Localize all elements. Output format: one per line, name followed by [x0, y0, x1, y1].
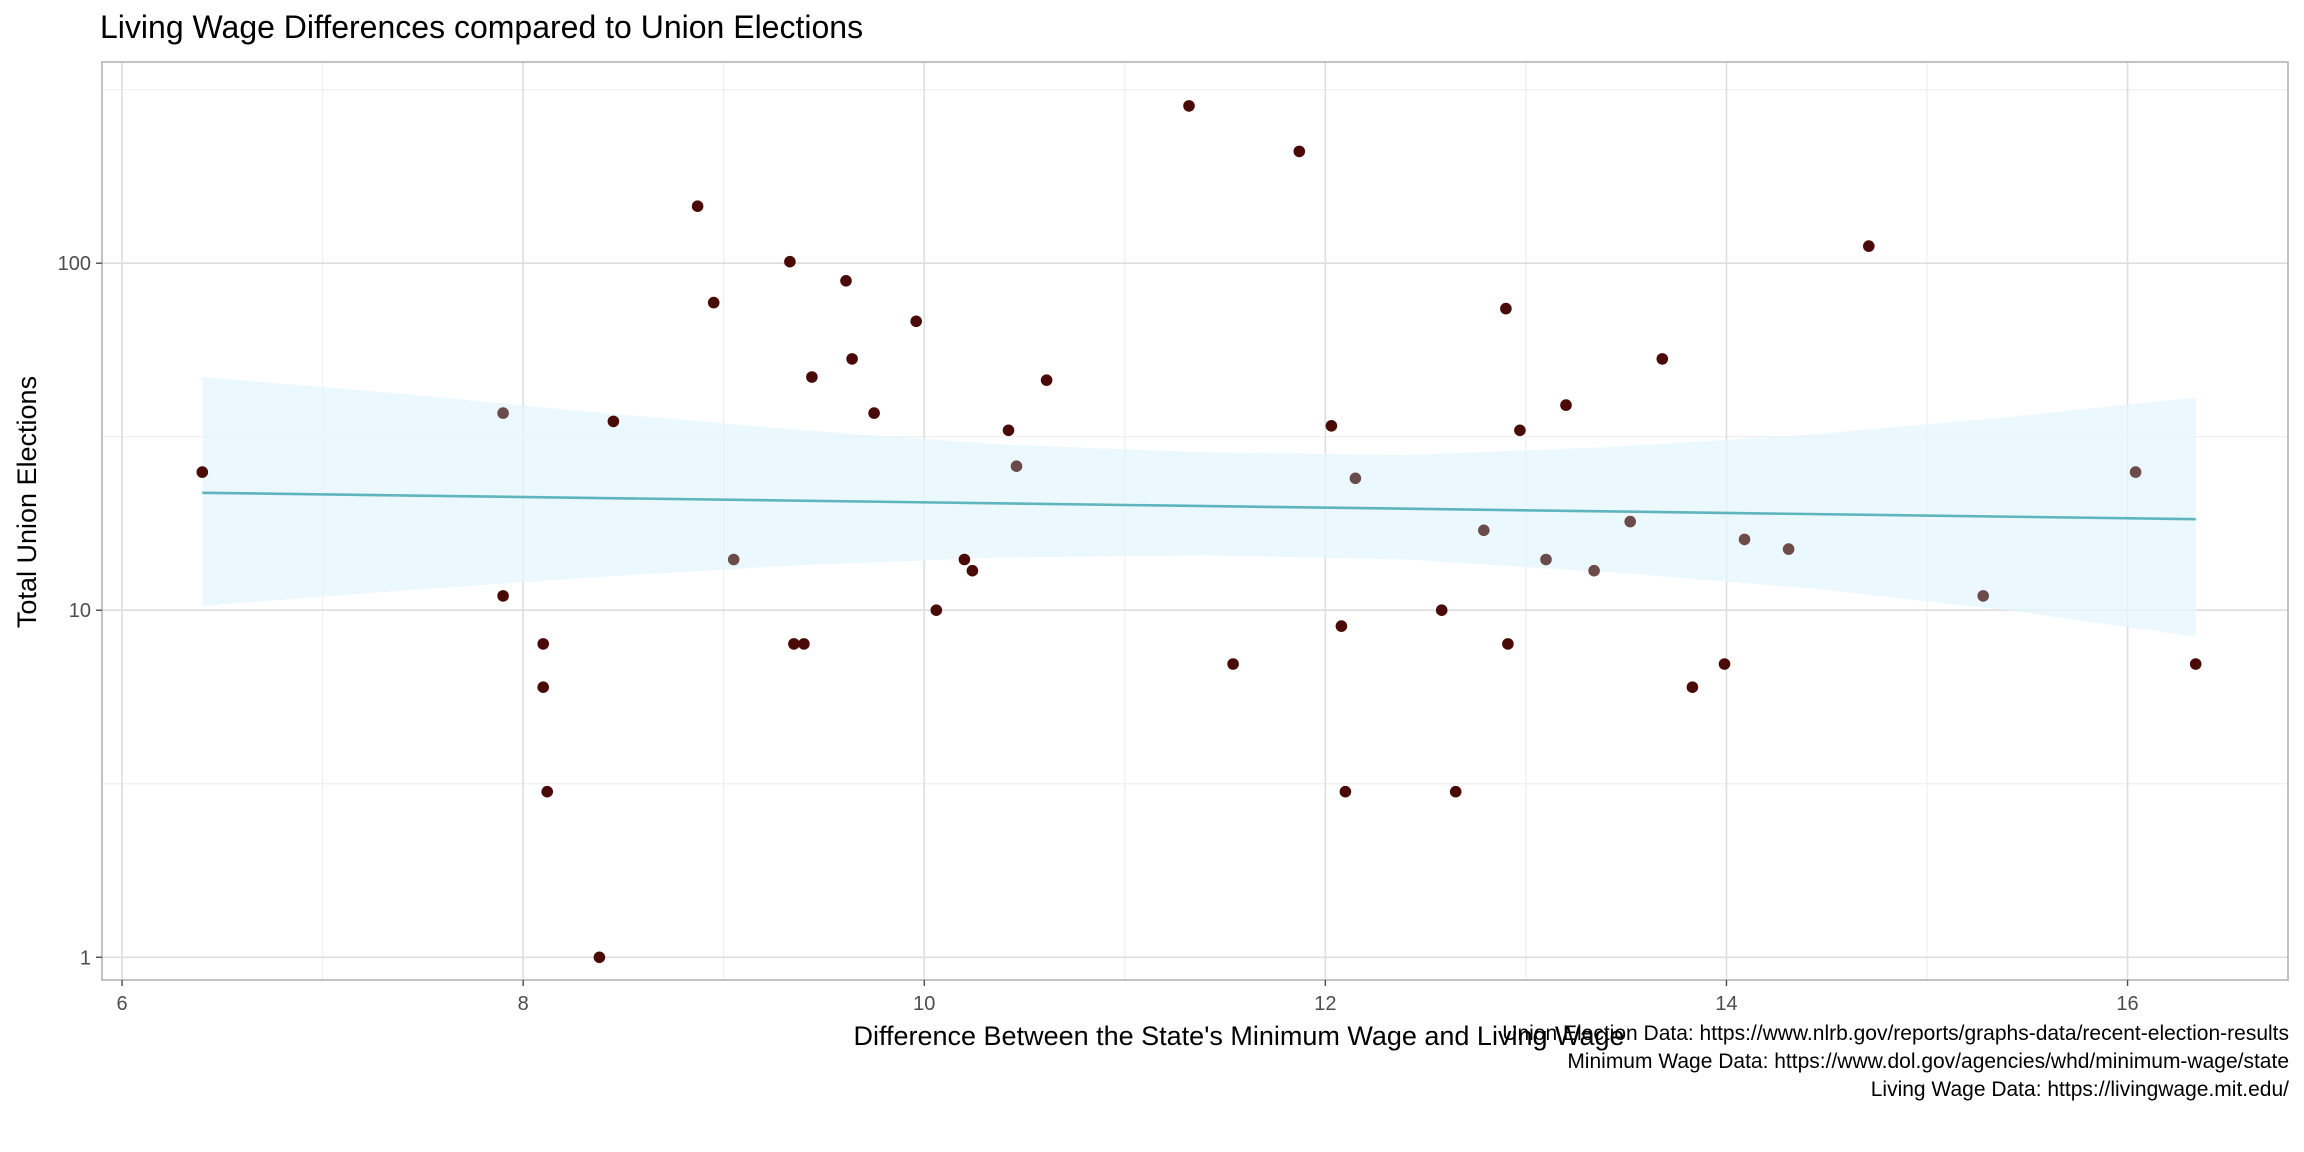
data-point-13 — [798, 638, 810, 650]
data-point-48 — [1977, 590, 1989, 602]
caption-line-2: Minimum Wage Data: https://www.dol.gov/a… — [1567, 1050, 2289, 1073]
data-point-0 — [196, 466, 209, 478]
data-point-39 — [1560, 399, 1572, 411]
data-point-8 — [691, 200, 704, 212]
x-tick-label-3: 12 — [1314, 993, 1336, 1015]
data-point-5 — [541, 785, 553, 798]
data-point-21 — [966, 564, 979, 577]
trend-line — [202, 491, 2196, 521]
data-point-28 — [1325, 420, 1338, 432]
y-tick-label-2: 100 — [58, 253, 91, 275]
data-point-30 — [1339, 785, 1352, 798]
data-point-34 — [1478, 524, 1490, 537]
data-point-36 — [1502, 638, 1514, 650]
data-point-11 — [784, 255, 796, 268]
data-point-26 — [1227, 658, 1239, 670]
data-point-37 — [1514, 424, 1526, 437]
y-tick-label-0: 1 — [80, 947, 91, 969]
y-tick-label-1: 10 — [69, 600, 91, 622]
panel-border — [101, 61, 2289, 981]
data-point-43 — [1686, 681, 1699, 693]
x-tick-label-1: 8 — [518, 993, 529, 1015]
data-point-14 — [806, 371, 818, 383]
data-point-35 — [1500, 302, 1512, 315]
data-point-44 — [1718, 658, 1731, 670]
data-point-10 — [727, 553, 740, 566]
data-point-40 — [1588, 564, 1600, 577]
x-axis-title: Difference Between the State's Minimum W… — [853, 1021, 1624, 1051]
x-tick-label-5: 16 — [2116, 993, 2138, 1015]
data-point-7 — [607, 415, 620, 428]
data-point-27 — [1293, 145, 1306, 158]
data-point-24 — [1040, 374, 1053, 387]
data-point-3 — [537, 638, 549, 650]
data-point-32 — [1435, 604, 1448, 616]
data-point-18 — [910, 315, 922, 328]
data-point-2 — [497, 590, 509, 602]
x-tick-label-4: 14 — [1715, 993, 1737, 1015]
data-point-22 — [1002, 424, 1015, 437]
x-tick-label-0: 6 — [116, 993, 127, 1015]
data-point-6 — [593, 951, 606, 964]
data-point-33 — [1449, 785, 1462, 798]
points-layer — [196, 100, 2202, 964]
data-point-31 — [1349, 472, 1362, 485]
data-point-29 — [1335, 620, 1348, 632]
data-point-25 — [1183, 100, 1195, 112]
data-point-45 — [1738, 533, 1751, 546]
data-point-19 — [930, 604, 943, 616]
data-point-50 — [2189, 658, 2202, 670]
x-tick-label-2: 10 — [913, 993, 935, 1015]
x-axis-ticks: 6 8 10 12 14 16 — [116, 980, 2139, 1015]
data-point-16 — [846, 353, 858, 365]
data-point-4 — [537, 681, 549, 693]
data-point-47 — [1863, 240, 1875, 252]
data-point-9 — [707, 296, 720, 309]
data-point-49 — [2129, 466, 2142, 478]
chart-title: Living Wage Differences compared to Unio… — [100, 9, 863, 45]
data-point-15 — [840, 275, 852, 287]
data-point-41 — [1624, 515, 1636, 528]
data-point-42 — [1656, 353, 1669, 365]
trend-line-layer — [202, 491, 2196, 521]
y-axis-ticks: 1 10 100 — [58, 253, 102, 969]
data-point-38 — [1540, 553, 1552, 566]
y-axis-title: Total Union Elections — [12, 376, 42, 628]
data-point-12 — [788, 638, 800, 650]
data-point-23 — [1010, 460, 1023, 473]
caption-line-1: Union Election Data: https://www.nlrb.go… — [1502, 1022, 2289, 1045]
caption-line-3: Living Wage Data: https://livingwage.mit… — [1871, 1078, 2289, 1101]
data-point-17 — [868, 407, 880, 419]
data-point-46 — [1782, 543, 1795, 555]
data-point-20 — [958, 553, 971, 566]
data-point-1 — [497, 407, 509, 419]
